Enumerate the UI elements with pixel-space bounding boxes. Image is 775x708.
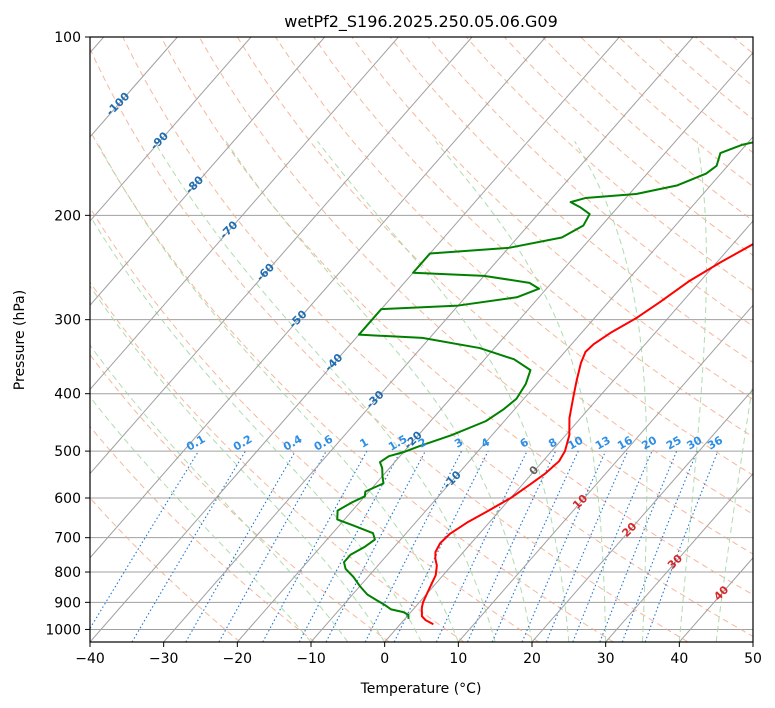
mixing-ratio-line bbox=[218, 450, 327, 642]
y-tick-label: 600 bbox=[54, 491, 81, 507]
dry-adiabat-line bbox=[122, 37, 753, 637]
isotherm-line bbox=[90, 37, 547, 559]
y-tick-label: 400 bbox=[54, 387, 81, 403]
y-axis-label: Pressure (hPa) bbox=[12, 290, 28, 390]
moist-adiabats bbox=[90, 141, 753, 642]
moist-adiabat-line bbox=[90, 214, 422, 642]
x-tick-label: 0 bbox=[380, 651, 389, 667]
moist-adiabat-line bbox=[225, 141, 533, 642]
profile-series bbox=[336, 141, 753, 626]
y-tick-label: 100 bbox=[54, 30, 81, 46]
y-tick-label: 700 bbox=[54, 531, 81, 547]
isotherm-line bbox=[90, 37, 399, 391]
dry-adiabat-line bbox=[90, 281, 465, 642]
x-axis-label: Temperature (°C) bbox=[360, 681, 482, 697]
isotherm-line bbox=[310, 136, 753, 642]
isotherm-line bbox=[384, 220, 753, 642]
isotherm-line bbox=[531, 388, 753, 642]
mixing-ratio-line bbox=[90, 450, 200, 630]
mixing-ratio-line bbox=[599, 450, 678, 642]
y-tick-label: 300 bbox=[54, 313, 81, 329]
isotherm-line bbox=[457, 304, 753, 642]
x-tick-label: −10 bbox=[296, 651, 326, 667]
moist-adiabat-line bbox=[96, 141, 459, 642]
x-tick-label: 30 bbox=[597, 651, 615, 667]
x-tick-label: −20 bbox=[223, 651, 253, 667]
moist-adiabat-line bbox=[574, 141, 648, 642]
x-tick-label: −40 bbox=[75, 651, 105, 667]
y-tick-label: 500 bbox=[54, 444, 81, 460]
dewpoint-profile-line bbox=[336, 141, 753, 619]
dry-adiabat-line bbox=[351, 37, 753, 400]
mixing-ratio-line bbox=[545, 450, 629, 642]
x-tick-label: 50 bbox=[744, 651, 762, 667]
mixing-ratio-line bbox=[298, 450, 402, 642]
x-tick-label: 40 bbox=[670, 651, 688, 667]
x-tick-label: 10 bbox=[449, 651, 467, 667]
isobar-gridlines bbox=[90, 37, 753, 630]
isotherm-line bbox=[90, 37, 620, 642]
isotherm-line bbox=[605, 472, 753, 642]
moist-adiabat-line bbox=[715, 379, 753, 642]
isotherm-line bbox=[90, 37, 326, 306]
moist-adiabat-line bbox=[317, 141, 570, 642]
y-tick-label: 900 bbox=[54, 595, 81, 611]
dry-adiabat-line bbox=[465, 37, 753, 292]
dry-adiabat-line bbox=[90, 47, 689, 642]
moist-adiabat-line bbox=[153, 141, 496, 642]
dry-adiabat-line bbox=[90, 425, 315, 642]
mixing-ratio-line bbox=[572, 450, 653, 642]
plot-frame bbox=[89, 36, 754, 643]
mixing-ratio-line bbox=[364, 450, 463, 642]
mixing-ratio-line bbox=[393, 450, 489, 642]
dry-adiabat-line bbox=[389, 37, 753, 364]
moist-adiabat-line bbox=[678, 141, 707, 642]
x-tick-label: −30 bbox=[149, 651, 179, 667]
dry-adiabat-line bbox=[90, 354, 390, 642]
dry-adiabat-line bbox=[90, 206, 540, 642]
isotherm-line bbox=[90, 37, 473, 475]
temperature-profile-line bbox=[420, 243, 753, 626]
isotherm-line bbox=[90, 37, 252, 222]
y-tick-label: 800 bbox=[54, 565, 81, 581]
moist-adiabat-line bbox=[90, 344, 349, 642]
x-tick-label: 20 bbox=[523, 651, 541, 667]
mixing-ratio-line bbox=[621, 450, 698, 642]
moist-adiabat-line bbox=[90, 285, 386, 642]
y-tick-label: 1000 bbox=[45, 622, 81, 638]
chart-title: wetPf2_S196.2025.250.05.06.G09 bbox=[284, 12, 558, 32]
dry-adiabat-line bbox=[90, 497, 241, 642]
axes: −40 −30 −20 −10 0 10 20 30 40 50 100 200 300 400 500 60… bbox=[45, 30, 762, 667]
isotherm-line bbox=[236, 51, 753, 642]
moist-adiabat-line bbox=[435, 141, 607, 642]
mixing-ratio-line bbox=[644, 450, 719, 642]
y-tick-label: 200 bbox=[54, 208, 81, 224]
moist-adiabat-line bbox=[90, 396, 312, 642]
mixing-ratio-line bbox=[521, 450, 607, 642]
mixing-ratio-line bbox=[262, 450, 368, 642]
